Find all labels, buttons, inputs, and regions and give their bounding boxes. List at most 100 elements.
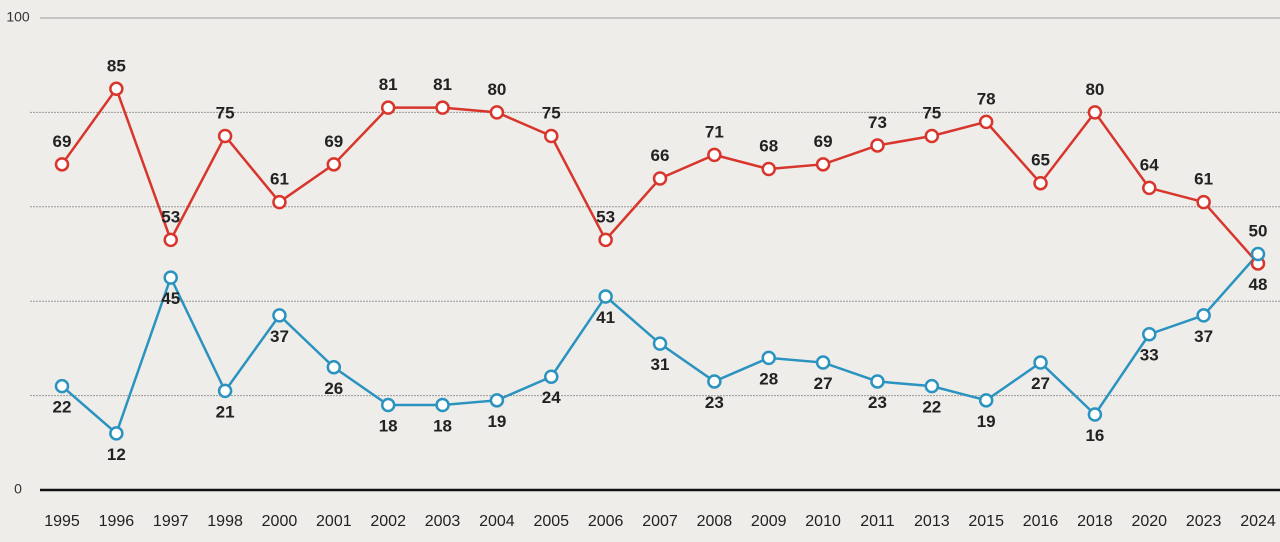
data-label: 23 (868, 393, 887, 412)
data-point (217, 128, 233, 144)
data-point (924, 128, 940, 144)
data-label: 27 (1031, 374, 1050, 393)
x-tick-label: 2020 (1131, 513, 1167, 530)
data-point (978, 114, 994, 130)
data-point (163, 232, 178, 248)
data-label: 75 (542, 103, 561, 122)
data-point (815, 355, 831, 370)
x-tick-label: 2024 (1240, 513, 1276, 530)
data-point (707, 374, 722, 389)
data-label: 69 (814, 132, 833, 151)
x-tick-label: 2002 (370, 513, 406, 530)
y-tick-label: 0 (14, 481, 22, 497)
x-tick-label: 2007 (642, 513, 678, 530)
data-point (870, 138, 885, 153)
data-label: 18 (433, 417, 452, 436)
data-label: 21 (216, 402, 235, 421)
data-point (272, 194, 287, 210)
data-point (489, 105, 505, 120)
data-point (435, 100, 450, 115)
data-point (924, 378, 940, 394)
data-point (707, 147, 722, 163)
y-tick-label: 100 (6, 9, 30, 25)
data-point (109, 426, 124, 441)
data-label: 80 (1085, 80, 1104, 99)
data-label: 22 (922, 398, 941, 417)
data-label: 69 (53, 132, 72, 151)
x-tick-label: 2001 (316, 513, 352, 530)
x-tick-label: 2004 (479, 513, 515, 530)
data-label: 85 (107, 56, 126, 75)
x-tick-label: 1995 (44, 513, 80, 530)
data-point (598, 232, 613, 248)
data-label: 18 (379, 417, 398, 436)
data-point (54, 157, 70, 172)
data-label: 66 (651, 146, 670, 165)
x-tick-label: 2009 (751, 513, 787, 530)
data-point (272, 308, 287, 323)
x-tick-label: 2006 (588, 513, 624, 530)
data-point (1087, 407, 1103, 422)
data-point (435, 397, 450, 413)
x-tick-label: 2013 (914, 513, 950, 530)
data-point (326, 360, 342, 375)
data-label: 73 (868, 113, 887, 132)
data-label: 12 (107, 445, 126, 464)
data-label: 19 (487, 412, 506, 431)
data-label: 81 (433, 75, 452, 94)
x-tick-label: 1997 (153, 513, 189, 530)
data-label: 16 (1085, 426, 1104, 445)
x-tick-label: 2018 (1077, 513, 1113, 530)
x-tick-label: 2016 (1023, 513, 1059, 530)
data-label: 19 (977, 412, 996, 431)
data-label: 75 (216, 103, 235, 122)
data-label: 24 (542, 388, 561, 407)
data-point (978, 393, 994, 408)
data-label: 69 (324, 132, 343, 151)
x-tick-label: 2015 (968, 513, 1004, 530)
data-point (1142, 180, 1157, 196)
data-point (598, 289, 613, 304)
data-point (870, 374, 885, 389)
data-point (163, 270, 178, 285)
data-label: 53 (161, 207, 180, 226)
data-label: 33 (1140, 346, 1159, 365)
x-tick-label: 2000 (262, 513, 298, 530)
data-point (380, 100, 396, 115)
x-tick-label: 2011 (860, 513, 895, 530)
data-point (1087, 105, 1103, 120)
data-label: 71 (705, 122, 724, 141)
data-point (54, 378, 70, 394)
data-label: 31 (651, 355, 670, 374)
data-label: 78 (977, 89, 996, 108)
data-point (1250, 246, 1266, 262)
data-point (652, 336, 668, 351)
x-tick-label: 2005 (533, 513, 569, 530)
data-label: 81 (379, 75, 398, 94)
data-label: 61 (270, 170, 289, 189)
data-point (652, 171, 668, 186)
data-point (1033, 175, 1048, 191)
data-label: 28 (759, 369, 778, 388)
data-label: 53 (596, 207, 615, 226)
data-point (761, 350, 776, 366)
data-label: 26 (324, 379, 343, 398)
x-tick-label: 2010 (805, 513, 841, 530)
data-point (544, 369, 559, 384)
data-label: 45 (161, 289, 180, 308)
data-point (1196, 194, 1211, 210)
data-label: 37 (270, 327, 289, 346)
data-point (109, 81, 124, 97)
data-label: 27 (814, 374, 833, 393)
x-tick-label: 1998 (207, 513, 243, 530)
data-point (380, 397, 396, 413)
data-point (544, 128, 559, 144)
data-point (761, 161, 776, 177)
data-point (815, 157, 831, 172)
data-point (489, 393, 505, 408)
x-tick-label: 2003 (425, 513, 461, 530)
data-label: 80 (487, 80, 506, 99)
data-label: 75 (922, 103, 941, 122)
data-point (326, 157, 342, 172)
